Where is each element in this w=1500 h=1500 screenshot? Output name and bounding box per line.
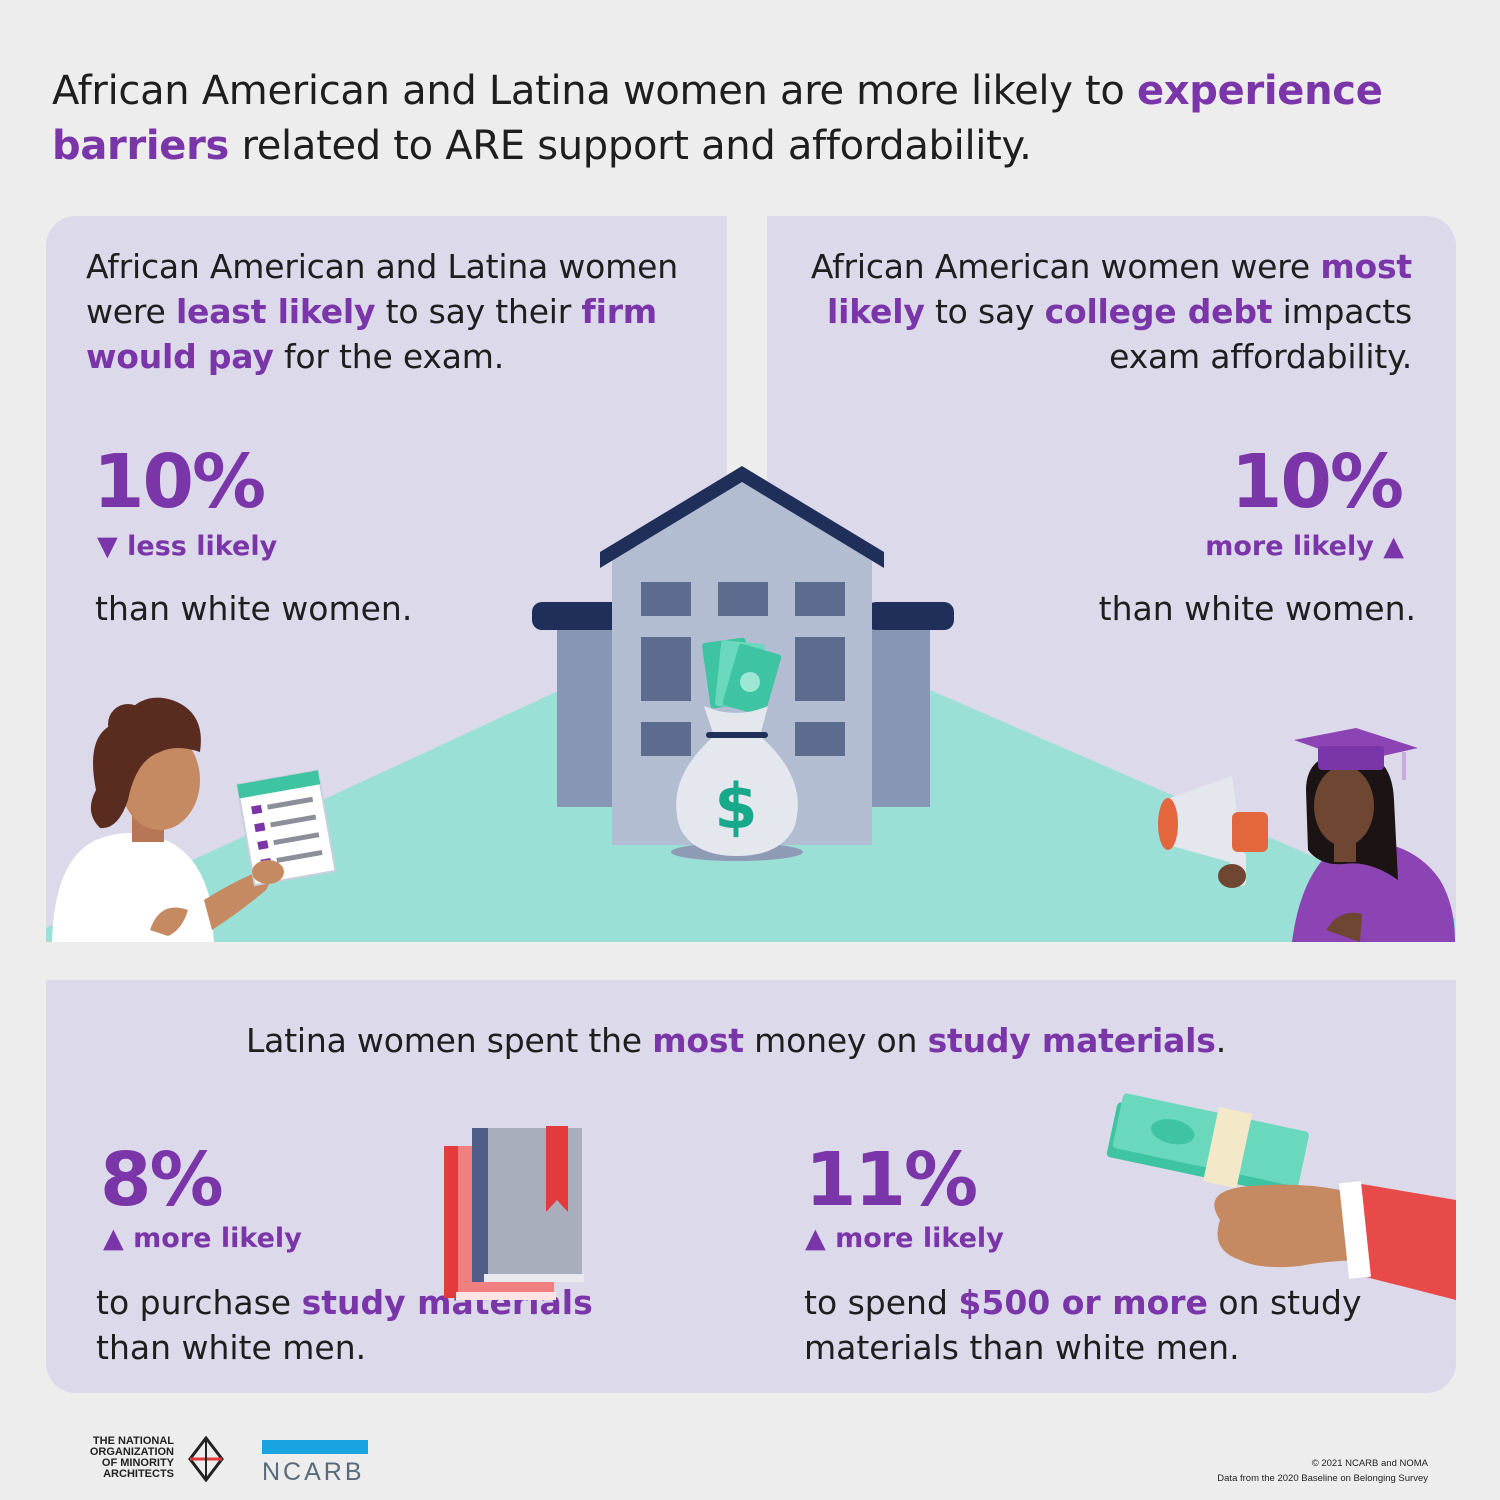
- cash-in-bag: [702, 637, 782, 717]
- spend-direction: ▲ more likely: [805, 1223, 1004, 1254]
- up-triangle-icon: ▲: [805, 1223, 826, 1254]
- hand-with-cash-icon: [1106, 1093, 1456, 1300]
- noma-logo: the National Organization of Minority Ar…: [89, 1435, 174, 1480]
- headline-text: African American and Latina women are mo…: [52, 68, 1137, 114]
- purchase-direction: ▲ more likely: [103, 1223, 302, 1254]
- page-headline: African American and Latina women are mo…: [52, 64, 1472, 174]
- left-comparison: than white women.: [95, 589, 413, 628]
- woman-with-checklist-illustration: [52, 697, 337, 942]
- bottom-statement: Latina women spent the most money on stu…: [245, 1021, 1227, 1060]
- headline-text-end: related to ARE support and affordability…: [229, 123, 1032, 169]
- ncarb-bar: [262, 1440, 368, 1454]
- up-triangle-icon: ▲: [1383, 531, 1404, 562]
- dollar-sign-icon: $: [714, 770, 757, 843]
- purchase-percent: 8%: [100, 1137, 224, 1223]
- bag-tie: [706, 732, 768, 738]
- left-wing: [557, 622, 617, 807]
- books-icon: [444, 1126, 584, 1300]
- right-direction: more likely ▲: [1205, 531, 1404, 562]
- spend-percent: 11%: [805, 1137, 978, 1223]
- left-percent: 10%: [93, 439, 266, 525]
- noma-mark-icon: [188, 1436, 224, 1482]
- spend-description: to spend $500 or more on study materials…: [804, 1283, 1362, 1367]
- building-scene-illustration: $: [46, 466, 1455, 942]
- left-direction: ▼ less likely: [97, 531, 278, 562]
- right-wing: [870, 622, 930, 807]
- up-triangle-icon: ▲: [103, 1223, 124, 1254]
- right-statement: African American women were most likely …: [810, 247, 1412, 376]
- study-materials-panel: [46, 980, 1456, 1393]
- left-wing-roof: [532, 602, 622, 630]
- building-windows: [641, 582, 845, 756]
- purchase-description: to purchase study materials than white m…: [96, 1283, 593, 1367]
- copyright-note: © 2021 NCARB and NOMA Data from the 2020…: [1217, 1458, 1428, 1484]
- right-comparison: than white women.: [1098, 589, 1416, 628]
- headline-highlight: experience barriers: [52, 68, 1383, 169]
- graduate-with-megaphone-illustration: [1158, 728, 1455, 942]
- money-bag: [676, 706, 798, 856]
- right-wing-roof: [866, 602, 954, 630]
- left-statement: African American and Latina women were l…: [86, 247, 678, 376]
- right-percent: 10%: [1230, 439, 1404, 525]
- down-triangle-icon: ▼: [97, 531, 118, 562]
